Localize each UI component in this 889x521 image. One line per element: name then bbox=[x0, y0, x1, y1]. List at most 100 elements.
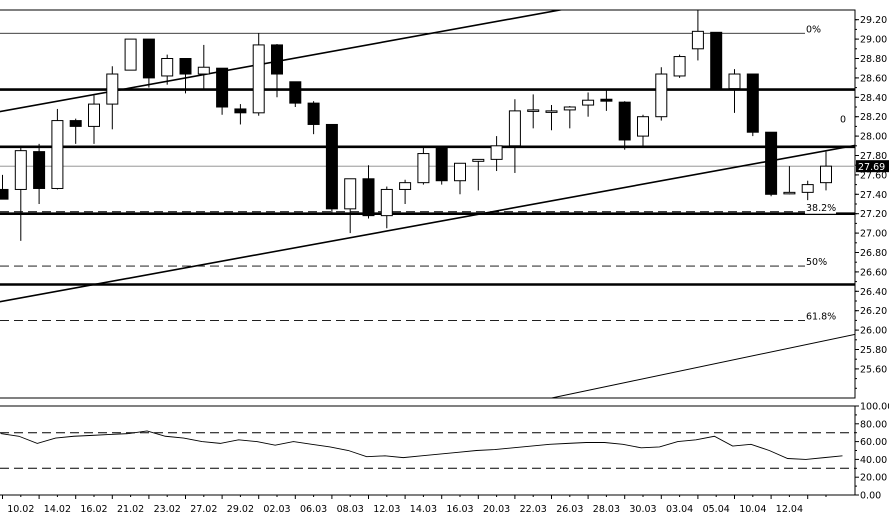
price-y-tick-label: 25.80 bbox=[860, 345, 887, 356]
candle-body-up bbox=[691, 30, 704, 50]
rsi-y-tick-label: 80.00 bbox=[860, 419, 887, 430]
candle-body-up bbox=[728, 73, 741, 90]
candle-body-up bbox=[14, 150, 27, 190]
candlestick bbox=[545, 105, 558, 131]
candlestick bbox=[33, 143, 46, 204]
trend-line bbox=[0, 144, 855, 303]
x-tick-label: 30.03 bbox=[629, 504, 656, 515]
candlestick bbox=[435, 147, 448, 185]
candle-body-up bbox=[252, 44, 265, 114]
price-y-tick-label: 28.00 bbox=[860, 132, 887, 143]
candle-body-down bbox=[271, 44, 283, 75]
candle-body-up bbox=[801, 184, 814, 193]
rsi-y-tick-label: 0.00 bbox=[860, 491, 881, 502]
price-y-tick-label: 27.80 bbox=[860, 151, 887, 162]
price-y-tick-label: 27.40 bbox=[860, 190, 887, 201]
fib-label-bg bbox=[805, 311, 836, 323]
x-tick-label: 08.03 bbox=[337, 504, 364, 515]
x-tick-label: 10.02 bbox=[7, 504, 34, 515]
candle-body-down bbox=[216, 67, 229, 108]
rsi-plot-area bbox=[0, 430, 855, 469]
fib-level-label: 61.8% bbox=[806, 311, 836, 322]
x-tick-label: 27.02 bbox=[190, 504, 217, 515]
candle-body-up bbox=[472, 158, 485, 162]
price-y-tick-label: 26.60 bbox=[860, 267, 887, 278]
candlestick bbox=[765, 131, 778, 197]
candle-body-down bbox=[600, 98, 613, 102]
candlestick bbox=[0, 174, 9, 200]
candlestick bbox=[582, 92, 595, 117]
candle-body-down bbox=[435, 147, 448, 182]
candlestick bbox=[801, 180, 814, 201]
price-plot-area bbox=[0, 10, 855, 398]
candle-body-down bbox=[289, 81, 302, 104]
fib-label-bg bbox=[805, 24, 825, 36]
candle-body-down bbox=[234, 108, 247, 114]
candlestick bbox=[508, 99, 521, 173]
rsi-y-axis: 0.00 20.00 40.00 60.00 80.00 100.00 bbox=[855, 402, 889, 502]
candlestick bbox=[88, 95, 100, 144]
price-y-tick-label: 26.00 bbox=[860, 326, 887, 337]
trend-line bbox=[549, 333, 855, 398]
x-tick-label: 16.02 bbox=[80, 504, 107, 515]
candlestick bbox=[69, 118, 82, 144]
candle-body-up bbox=[783, 191, 796, 195]
x-tick-label: 03.04 bbox=[666, 504, 693, 515]
candlestick bbox=[289, 81, 302, 107]
candle-body-up bbox=[527, 109, 540, 112]
fib-level-label: 50% bbox=[806, 257, 827, 268]
candle-body-down bbox=[0, 188, 9, 200]
candlestick bbox=[746, 73, 759, 137]
candle-body-up bbox=[124, 38, 137, 71]
candle-body-up bbox=[508, 110, 521, 147]
candle-body-up bbox=[380, 188, 393, 217]
candlestick bbox=[14, 147, 27, 241]
candle-body-down bbox=[362, 178, 375, 217]
rsi-y-tick-label: 100.00 bbox=[860, 402, 889, 413]
candlestick bbox=[527, 94, 540, 129]
candlestick bbox=[454, 162, 466, 195]
x-tick-label: 12.03 bbox=[373, 504, 400, 515]
x-tick-label: 05.04 bbox=[703, 504, 730, 515]
candlestick bbox=[216, 67, 229, 115]
x-tick-label: 14.02 bbox=[44, 504, 71, 515]
price-y-tick-label: 26.80 bbox=[860, 248, 887, 259]
candlestick bbox=[325, 123, 338, 214]
candle-body-down bbox=[710, 31, 723, 91]
candle-body-up bbox=[417, 153, 430, 184]
candlestick bbox=[417, 147, 430, 185]
price-y-tick-label: 27.00 bbox=[860, 229, 887, 240]
x-tick-label: 12.04 bbox=[776, 504, 803, 515]
x-axis: 10.02 14.02 16.02 21.02 23.02 27.02 29.02 02.03… bbox=[0, 494, 855, 515]
x-tick-label: 14.03 bbox=[410, 504, 437, 515]
candlestick bbox=[472, 158, 485, 191]
candle-body-up bbox=[399, 182, 412, 190]
candlestick bbox=[252, 33, 265, 116]
candle-body-down bbox=[179, 58, 192, 75]
price-y-tick-label: 25.60 bbox=[860, 364, 887, 375]
candlestick bbox=[179, 58, 192, 94]
candle-body-down bbox=[33, 151, 46, 189]
candlestick bbox=[106, 66, 119, 130]
candlestick bbox=[161, 54, 174, 85]
candle-body-up bbox=[563, 106, 576, 111]
candle-body-up bbox=[820, 165, 832, 184]
candlestick bbox=[673, 54, 686, 78]
trend-line bbox=[0, 10, 565, 113]
candle-body-up bbox=[197, 66, 210, 75]
candlestick bbox=[399, 179, 412, 204]
candlestick bbox=[344, 178, 357, 234]
candlestick bbox=[142, 38, 155, 88]
x-tick-label: 10.04 bbox=[739, 504, 766, 515]
candlestick bbox=[271, 43, 283, 98]
candlestick bbox=[637, 114, 649, 148]
candlestick bbox=[362, 165, 375, 219]
rsi-y-tick-label: 60.00 bbox=[860, 437, 887, 448]
candlestick bbox=[691, 10, 704, 61]
candle-body-up bbox=[582, 99, 595, 106]
candle-body-down bbox=[746, 73, 759, 133]
price-y-tick-label: 26.40 bbox=[860, 287, 887, 298]
price-y-tick-label: 29.20 bbox=[860, 15, 887, 26]
